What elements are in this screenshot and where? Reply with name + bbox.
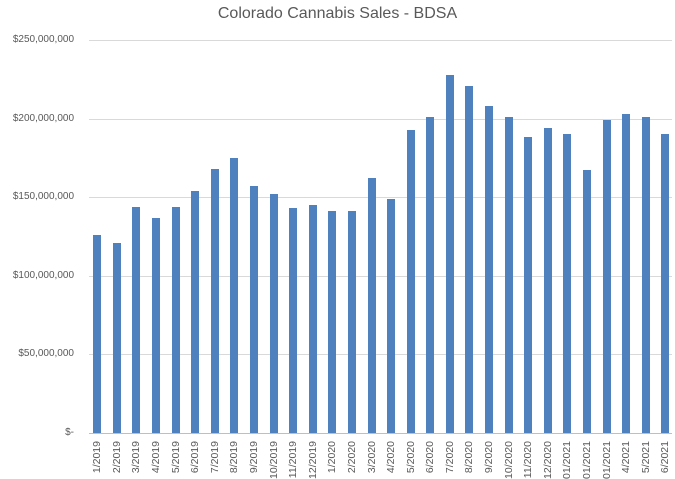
bar-7/2019	[210, 168, 219, 433]
x-axis-label: 7/2019	[208, 441, 221, 474]
bar-11/2020	[524, 137, 533, 433]
bar-4/2021	[622, 113, 631, 433]
bar-10/2019	[269, 194, 278, 433]
bar-12/2019	[308, 205, 317, 433]
x-axis-label: 5/2019	[169, 441, 182, 474]
gridline	[89, 275, 672, 277]
gridline	[89, 354, 672, 356]
x-axis-label: 8/2020	[463, 441, 476, 474]
x-axis-label: 1/2020	[326, 441, 339, 474]
bar-8/2019	[230, 157, 239, 433]
x-axis-label: 6/2021	[659, 441, 672, 474]
bar-10/2020	[504, 117, 513, 433]
bar-6/2019	[191, 190, 200, 433]
bar-2/2020	[347, 211, 356, 433]
y-axis-label: $150,000,000	[12, 191, 74, 203]
bar-3/2020	[367, 178, 376, 433]
bar-8/2020	[465, 85, 474, 433]
x-axis-label: 3/2019	[130, 441, 143, 474]
x-axis-label: 12/2019	[306, 441, 319, 479]
x-axis-label: 6/2019	[189, 441, 202, 474]
bar-5/2021	[641, 117, 650, 433]
x-axis-label: 3/2020	[365, 441, 378, 474]
bar-4/2020	[387, 198, 396, 433]
x-axis-label: 2/2019	[110, 441, 123, 474]
gridline	[89, 197, 672, 199]
x-axis-label: 4/2021	[620, 441, 633, 474]
bar-1/2020	[328, 211, 337, 433]
x-axis-label: 8/2019	[228, 441, 241, 474]
bar-2/01/2021	[582, 170, 591, 433]
y-axis-label: $250,000,000	[12, 34, 74, 45]
y-axis-label: $200,000,000	[12, 112, 74, 124]
x-axis-label: 1/2019	[91, 441, 104, 474]
x-axis-label: 6/2020	[424, 441, 437, 474]
bar-1/01/2021	[563, 134, 572, 433]
x-axis-label: 12/2020	[541, 441, 554, 479]
x-axis-label: 5/2020	[404, 441, 417, 474]
bar-2/2019	[112, 242, 121, 433]
x-axis-label: 9/2020	[483, 441, 496, 474]
y-axis-label: $100,000,000	[12, 269, 74, 281]
chart-title: Colorado Cannabis Sales - BDSA	[217, 5, 458, 22]
bar-9/2019	[249, 186, 258, 433]
bar-6/2021	[661, 134, 670, 433]
y-axis-label: $-	[65, 427, 74, 438]
x-axis-label: 7/2020	[443, 441, 456, 474]
x-axis-label: 1/01/2021	[561, 441, 574, 479]
x-axis-label: 3/01/2021	[600, 441, 613, 479]
bar-5/2020	[406, 129, 415, 433]
bar-11/2019	[289, 208, 298, 433]
x-axis-label: 2/2020	[345, 441, 358, 474]
gridline	[89, 118, 672, 120]
bar-6/2020	[426, 117, 435, 433]
y-axis: $250,000,000 $200,000,000 $150,000,000 $100…	[0, 0, 74, 479]
bar-1/2019	[93, 234, 102, 433]
bar-5/2019	[171, 206, 180, 433]
plot-area	[89, 40, 672, 434]
x-axis-label: 5/2021	[639, 441, 652, 474]
bar-4/2019	[152, 217, 161, 433]
bar-12/2020	[543, 128, 552, 433]
x-axis-label: 11/2020	[522, 441, 535, 479]
gridline	[89, 40, 672, 41]
x-axis-label: 4/2019	[150, 441, 163, 474]
x-axis-label: 10/2020	[502, 441, 515, 479]
x-axis-label: 11/2019	[287, 441, 300, 479]
bar-9/2020	[485, 106, 494, 433]
bar-3/01/2021	[602, 120, 611, 433]
bar-3/2019	[132, 206, 141, 433]
x-axis-label: 9/2019	[247, 441, 260, 474]
x-axis-label: 4/2020	[385, 441, 398, 474]
x-axis-label: 2/01/2021	[580, 441, 593, 479]
x-axis-label: 10/2019	[267, 441, 280, 479]
x-axis: 1/2019 2/2019 3/2019 4/2019 5/2019 6/2019 7/20…	[89, 441, 672, 479]
bar-7/2020	[445, 74, 454, 433]
y-axis-label: $50,000,000	[18, 348, 74, 360]
